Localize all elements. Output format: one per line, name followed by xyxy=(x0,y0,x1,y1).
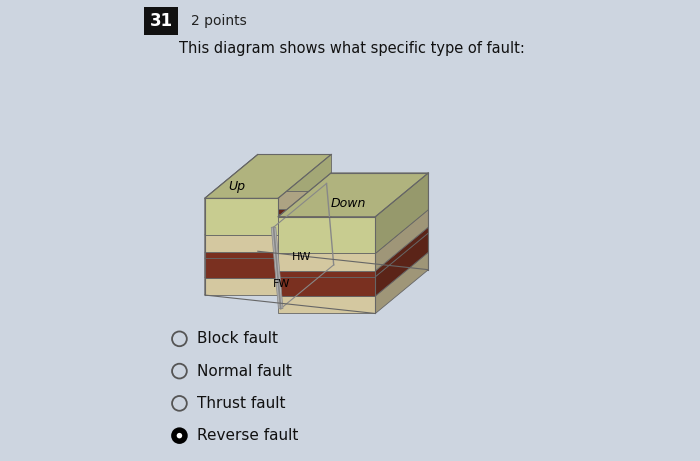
Polygon shape xyxy=(205,154,331,198)
Polygon shape xyxy=(278,271,375,277)
Text: 2 points: 2 points xyxy=(191,14,246,28)
Polygon shape xyxy=(205,154,258,235)
Polygon shape xyxy=(278,254,375,271)
Polygon shape xyxy=(205,278,278,295)
Text: Up: Up xyxy=(229,180,246,193)
Text: Reverse fault: Reverse fault xyxy=(197,428,298,443)
Polygon shape xyxy=(331,252,428,270)
Text: 31: 31 xyxy=(149,12,173,30)
Text: FW: FW xyxy=(273,279,290,290)
Text: Down: Down xyxy=(331,197,367,210)
Polygon shape xyxy=(331,227,428,233)
Polygon shape xyxy=(331,210,428,227)
Polygon shape xyxy=(205,234,258,295)
Polygon shape xyxy=(278,217,375,254)
Polygon shape xyxy=(258,154,331,191)
Polygon shape xyxy=(375,210,428,271)
Polygon shape xyxy=(205,253,278,258)
Polygon shape xyxy=(205,214,258,278)
Polygon shape xyxy=(278,296,375,313)
Polygon shape xyxy=(375,173,428,254)
Circle shape xyxy=(176,433,182,438)
Polygon shape xyxy=(258,214,331,234)
Text: Thrust fault: Thrust fault xyxy=(197,396,286,411)
Polygon shape xyxy=(258,191,331,209)
Text: This diagram shows what specific type of fault:: This diagram shows what specific type of… xyxy=(179,41,525,56)
Polygon shape xyxy=(205,235,278,253)
Polygon shape xyxy=(271,227,283,309)
Polygon shape xyxy=(375,227,428,277)
Polygon shape xyxy=(375,252,428,313)
Polygon shape xyxy=(331,233,428,252)
Polygon shape xyxy=(331,173,428,210)
Polygon shape xyxy=(258,209,331,214)
Polygon shape xyxy=(205,191,258,253)
Polygon shape xyxy=(205,258,278,278)
Text: HW: HW xyxy=(293,252,312,262)
Circle shape xyxy=(172,428,187,443)
Text: Block fault: Block fault xyxy=(197,331,278,346)
Polygon shape xyxy=(258,234,331,251)
Polygon shape xyxy=(278,277,375,296)
Polygon shape xyxy=(205,209,258,258)
Polygon shape xyxy=(205,198,278,235)
Text: Normal fault: Normal fault xyxy=(197,364,292,378)
Polygon shape xyxy=(278,173,428,217)
Polygon shape xyxy=(375,233,428,296)
